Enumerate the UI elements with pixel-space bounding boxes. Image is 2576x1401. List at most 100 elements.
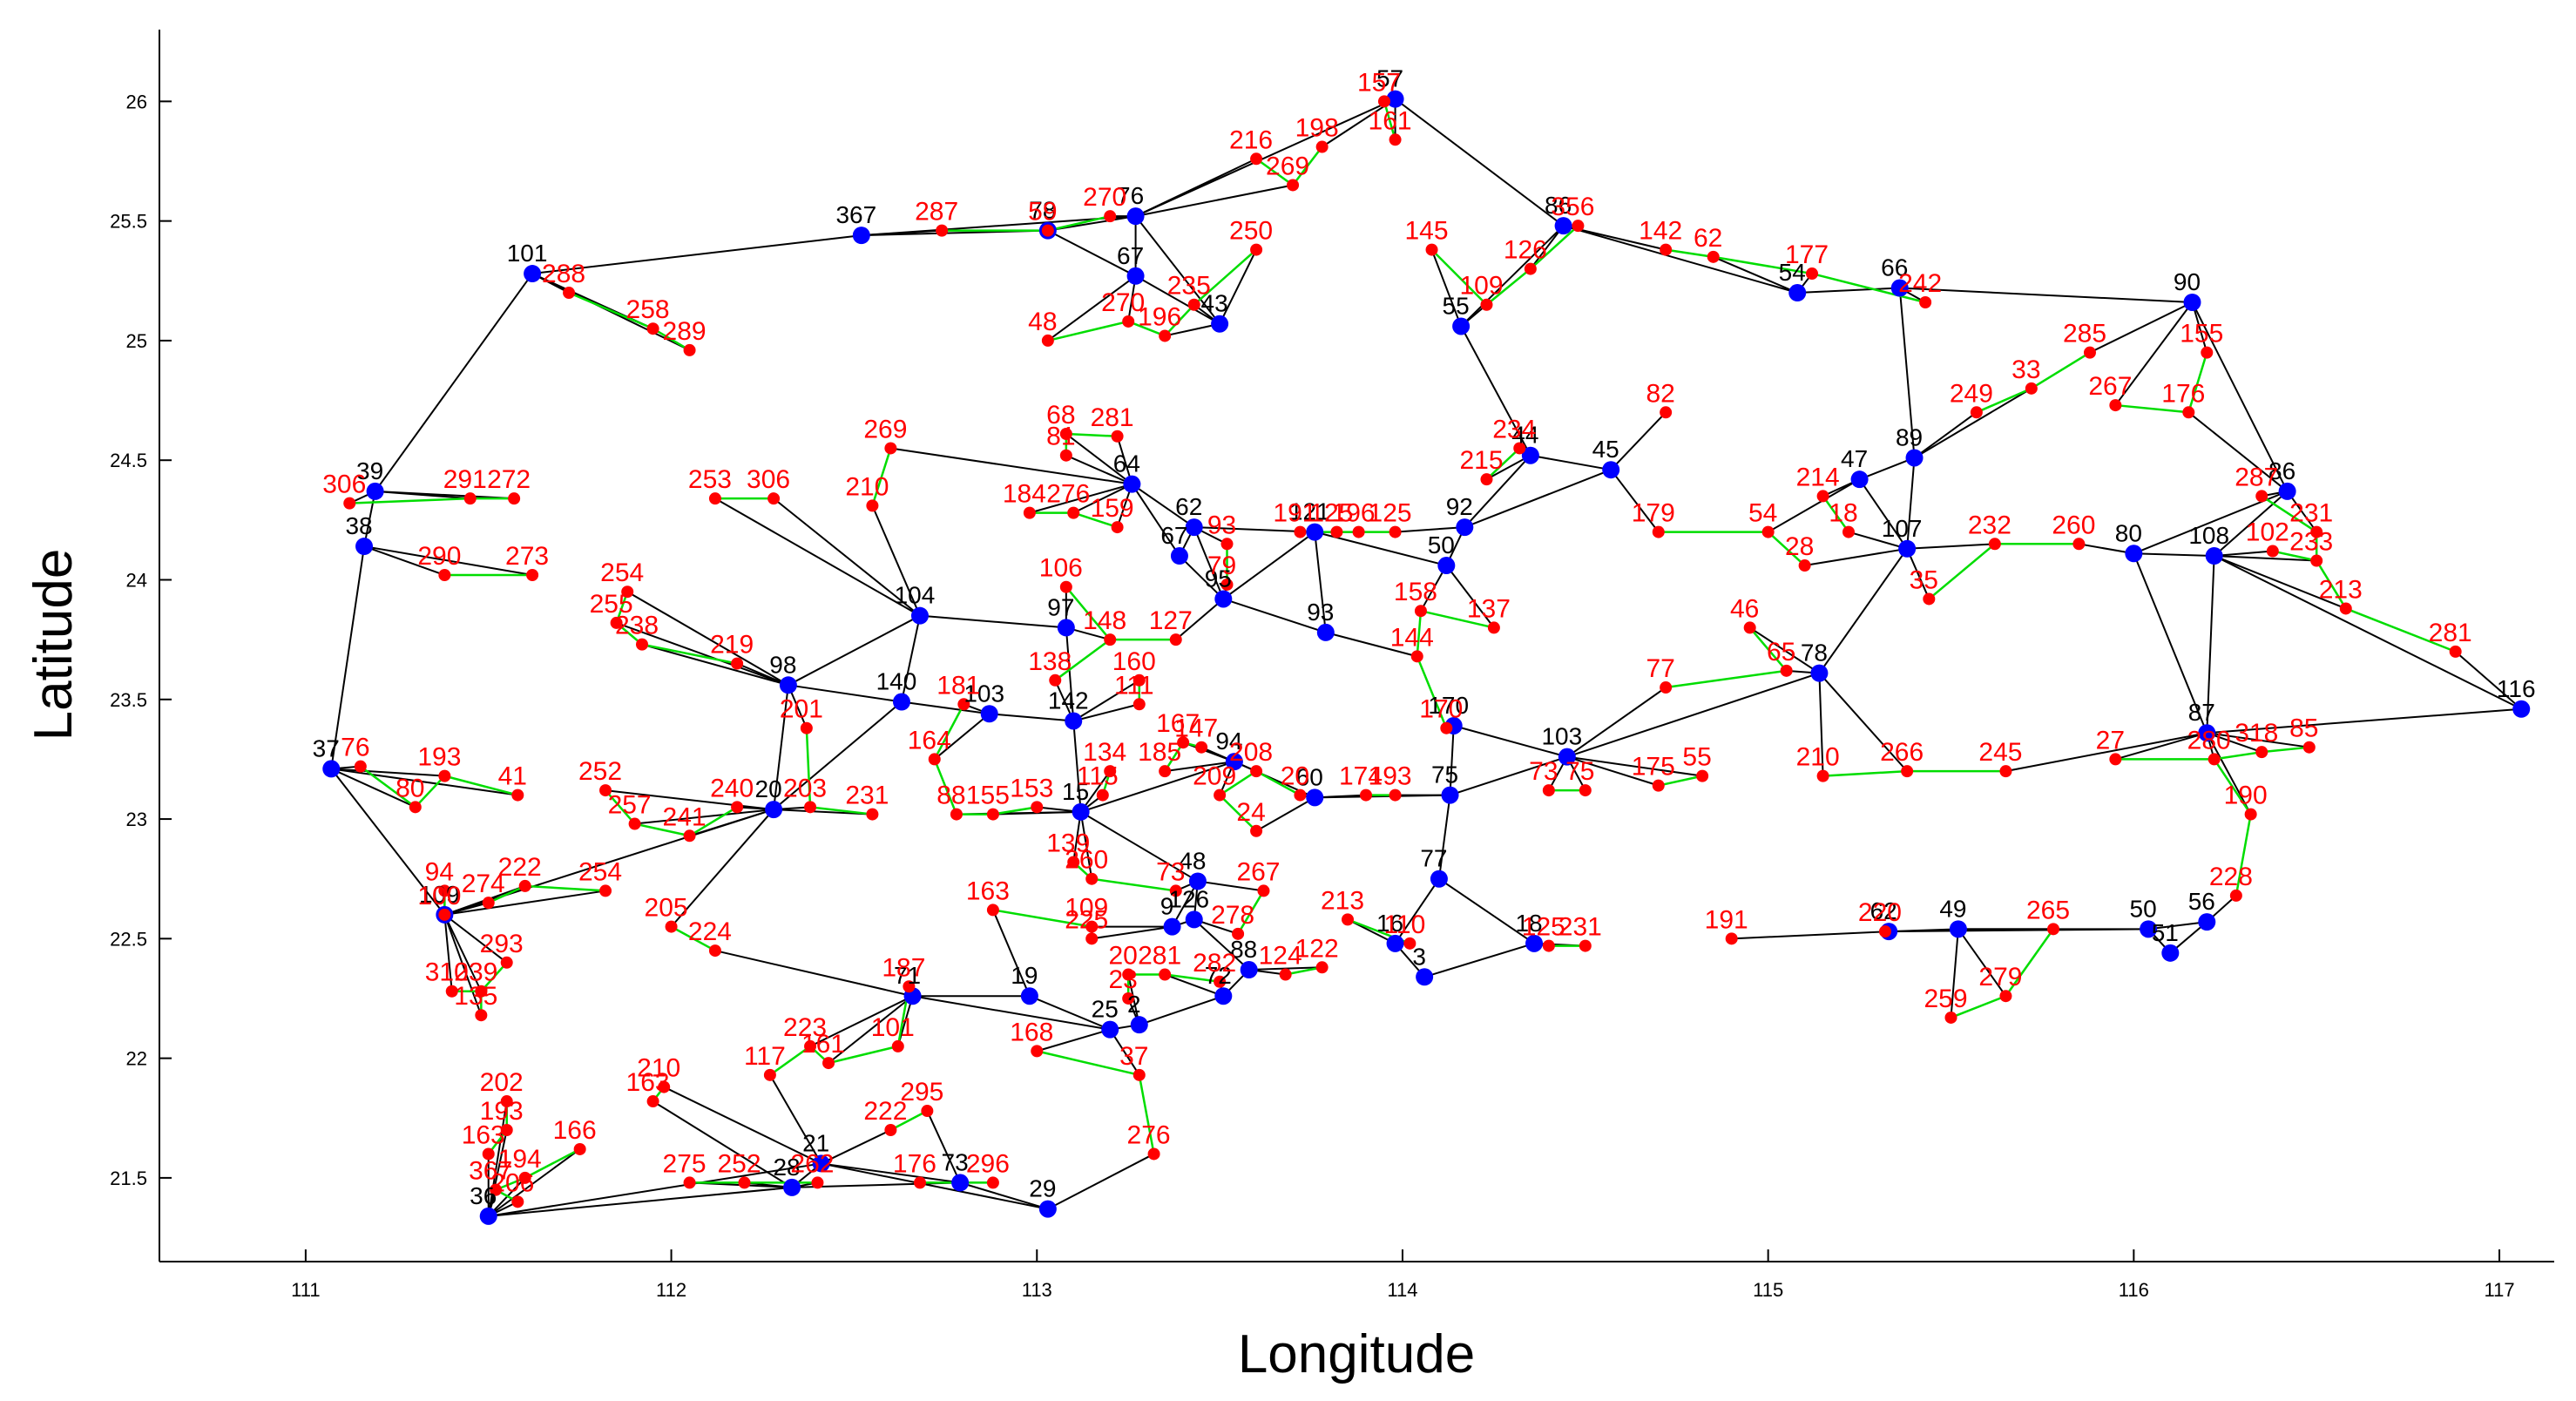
blue-node (1126, 207, 1145, 226)
blue-node-label: 25 (1092, 996, 1119, 1023)
black-edge (1950, 929, 1959, 1019)
red-node-label: 209 (1193, 762, 1236, 791)
x-tick-label: 111 (291, 1279, 320, 1301)
red-node (1798, 559, 1811, 572)
green-edge (1237, 890, 1265, 935)
black-edge (330, 545, 366, 769)
red-node (665, 920, 678, 933)
red-node (1652, 779, 1665, 792)
blue-node (1065, 712, 1083, 730)
blue-node (1170, 547, 1188, 565)
red-node-label: 168 (1010, 1018, 1053, 1046)
red-node (1901, 765, 1914, 778)
black-edge (1899, 287, 2193, 304)
y-tick-label: 21.5 (110, 1168, 147, 1189)
red-node-label: 65 (1767, 638, 1795, 667)
blue-node-label: 67 (1117, 242, 1144, 269)
red-node (2339, 602, 2352, 615)
red-node-label: 276 (1127, 1120, 1171, 1149)
red-node-label: 205 (645, 894, 688, 923)
red-node (475, 985, 488, 998)
red-node-label: 222 (498, 853, 542, 882)
red-node-label: 157 (1357, 68, 1401, 97)
red-node (683, 1176, 696, 1189)
red-node-label: 262 (790, 1149, 834, 1178)
y-tick-label: 22.5 (110, 928, 147, 950)
black-edge (2207, 732, 2309, 748)
red-node-label: 208 (1229, 738, 1273, 767)
red-node (767, 492, 781, 505)
blue-node-label: 62 (1870, 897, 1897, 924)
red-node-label: 287 (915, 198, 958, 227)
blue-node (1416, 968, 1434, 986)
green-edge (652, 328, 691, 351)
black-edge (788, 684, 903, 703)
red-node-label: 250 (1229, 217, 1273, 246)
green-edge (805, 728, 812, 808)
blue-node-label: 92 (1446, 493, 1473, 520)
red-node-label: 289 (663, 317, 707, 346)
red-node-label: 161 (1369, 106, 1412, 135)
black-edge (1858, 478, 1908, 550)
blue-node-label: 78 (1801, 640, 1828, 667)
red-node-label: 254 (600, 558, 644, 587)
black-edge (1134, 215, 1220, 325)
red-node (2449, 645, 2462, 658)
blue-node-label: 103 (963, 680, 1004, 707)
green-edge (2213, 758, 2252, 816)
red-node (1132, 1068, 1146, 1081)
black-edge (1165, 761, 1235, 773)
blue-node-label: 16 (1376, 910, 1403, 937)
black-edge (1193, 918, 1250, 971)
red-node-label: 252 (717, 1149, 761, 1178)
black-edge (443, 914, 508, 964)
green-edge (2115, 403, 2189, 414)
red-node (1579, 784, 1592, 797)
green-edge (1047, 320, 1129, 342)
black-edge (1907, 543, 1995, 550)
red-node (2072, 538, 2086, 551)
red-node (1487, 621, 1500, 634)
blue-node-label: 78 (1029, 197, 1056, 224)
black-edge (2133, 552, 2208, 734)
red-node-label: 279 (1978, 963, 2022, 992)
red-node-label: 48 (1028, 308, 1057, 336)
black-edge (363, 545, 533, 576)
green-edge (2235, 814, 2252, 897)
y-tick-label: 23.5 (110, 689, 147, 711)
red-node-label: 235 (1167, 272, 1211, 301)
green-edge (2005, 928, 2055, 997)
blue-node-label: 67 (1160, 522, 1187, 549)
red-node-label: 254 (578, 857, 622, 886)
red-node-label: 356 (1551, 193, 1594, 221)
black-edge (1449, 725, 1455, 795)
red-node (2025, 382, 2038, 395)
red-node-label: 155 (966, 782, 1010, 810)
red-node-label: 278 (1211, 901, 1254, 930)
red-node (1480, 298, 1493, 311)
red-node (1342, 913, 1355, 926)
red-node (1041, 224, 1054, 237)
black-edge (444, 890, 606, 916)
red-node (1425, 243, 1438, 256)
black-edge (443, 914, 483, 1016)
red-node-label: 158 (1394, 578, 1437, 606)
blue-node (910, 606, 929, 625)
green-edge (1219, 770, 1257, 796)
red-node-label: 240 (710, 774, 754, 802)
red-node (1660, 406, 1673, 419)
black-edge (1135, 158, 1257, 218)
black-edge (2207, 707, 2522, 734)
red-node (1988, 538, 2001, 551)
red-node (511, 1195, 524, 1208)
red-node (1294, 788, 1307, 802)
green-edge (1047, 214, 1111, 232)
red-node (518, 879, 531, 892)
black-edge (1131, 483, 1195, 528)
black-edge (1464, 455, 1531, 528)
red-node-label: 170 (1419, 695, 1463, 724)
red-node (1187, 298, 1200, 311)
blue-node (1905, 449, 1924, 467)
red-node-label: 23 (1109, 965, 1138, 994)
red-node (1214, 975, 1227, 988)
